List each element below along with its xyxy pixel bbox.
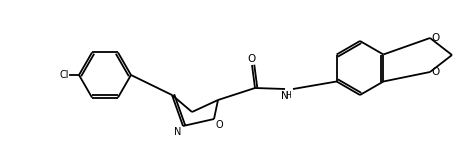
Text: N: N (281, 91, 289, 101)
Text: O: O (431, 67, 439, 77)
Text: O: O (431, 33, 439, 43)
Text: O: O (248, 54, 256, 64)
Text: N: N (173, 127, 181, 137)
Text: H: H (285, 91, 291, 100)
Text: Cl: Cl (60, 70, 69, 80)
Text: O: O (216, 120, 224, 130)
